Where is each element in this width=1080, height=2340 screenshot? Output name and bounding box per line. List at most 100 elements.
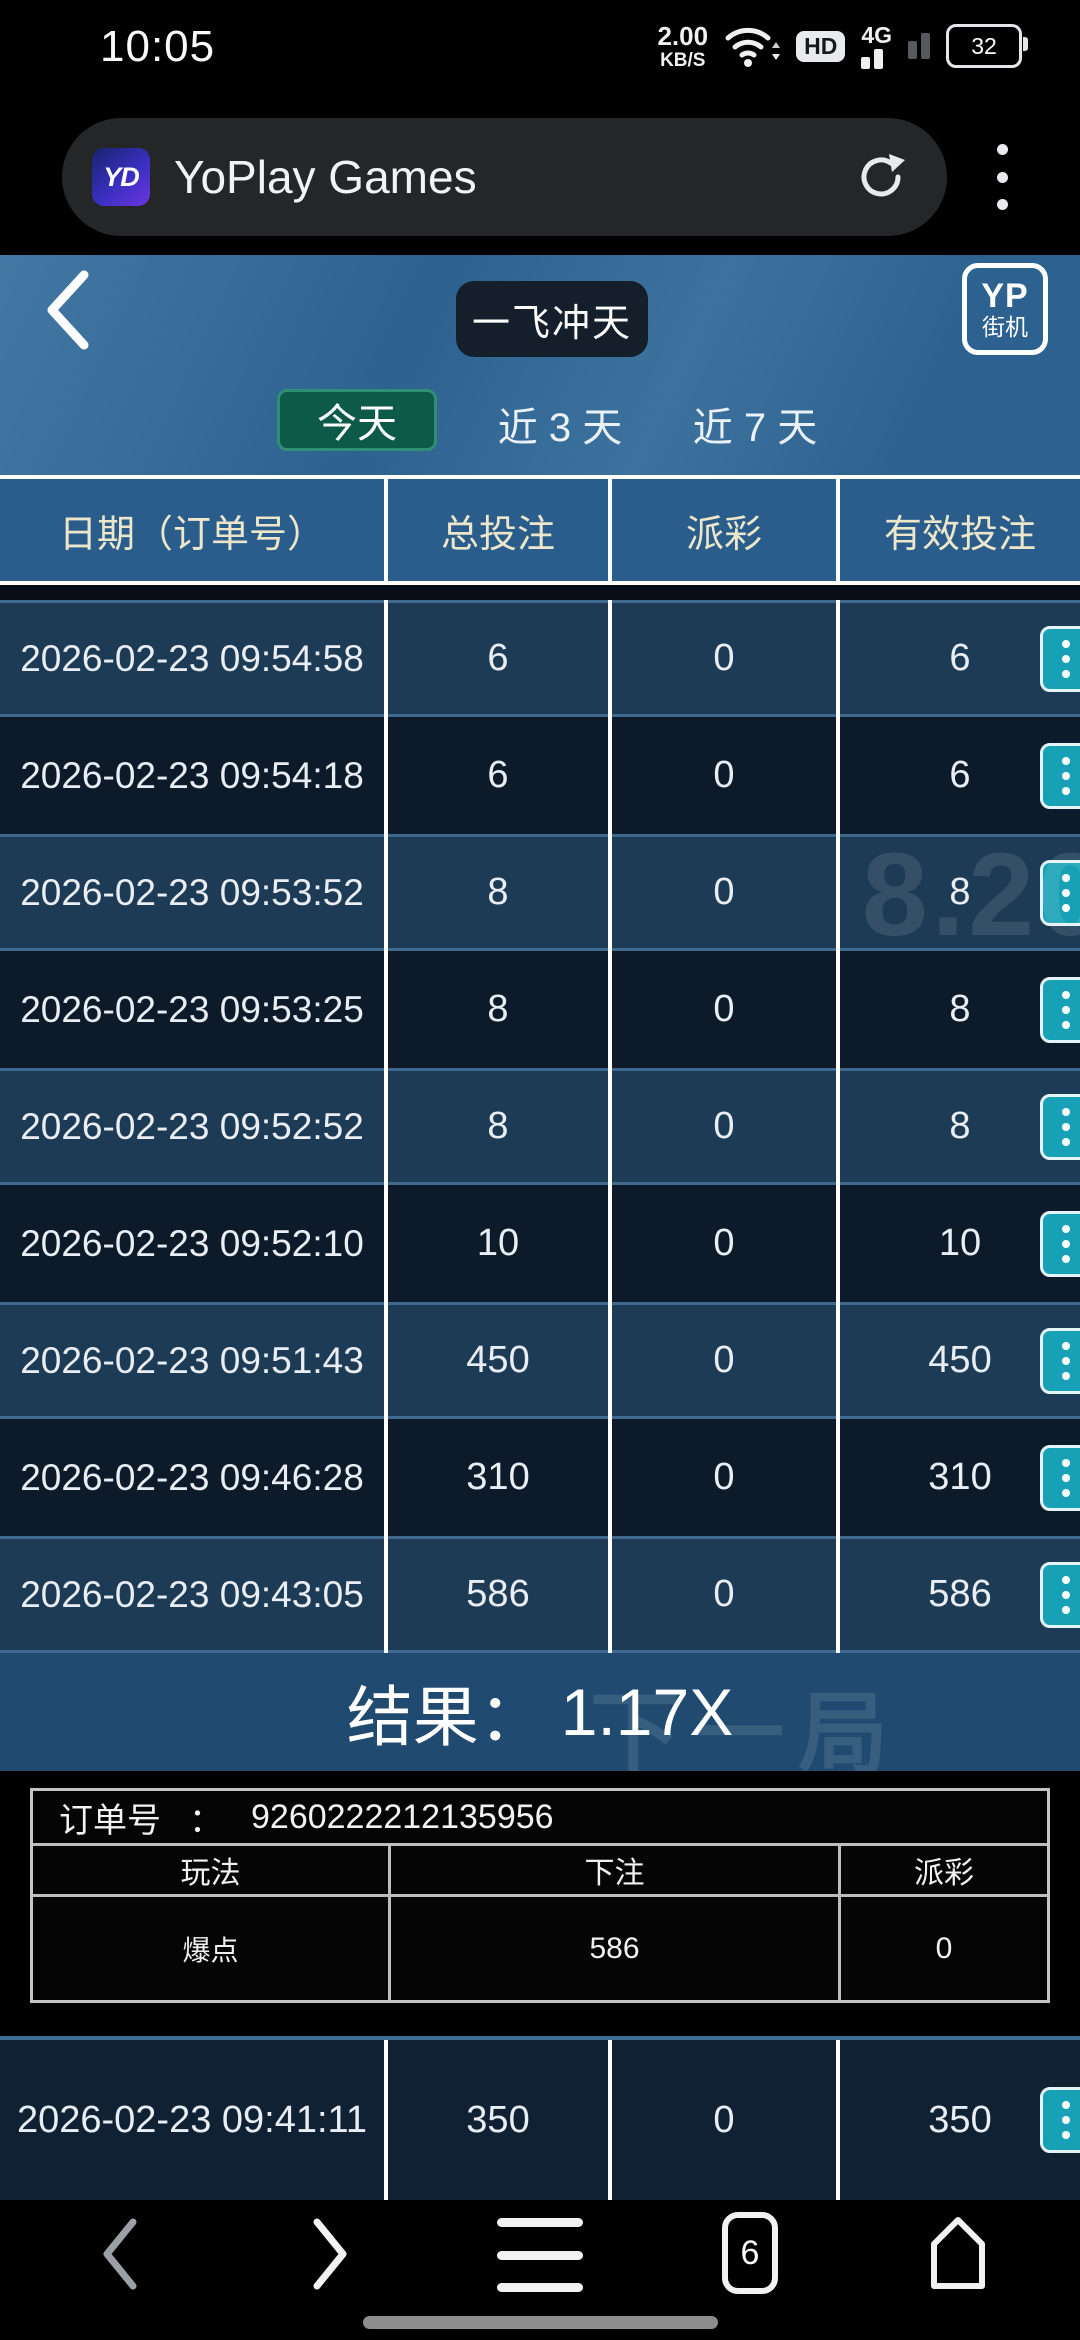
nav-menu-icon[interactable] <box>497 2218 583 2292</box>
row-actions-button[interactable] <box>1040 1561 1080 1628</box>
browser-address-bar[interactable]: YD YoPlay Games <box>62 118 947 236</box>
row-valid-bet: 6 <box>840 717 1080 834</box>
history-rows: 2026-02-23 09:54:58 6 0 6 2026-02-23 09:… <box>0 600 1080 1653</box>
row-actions-button[interactable] <box>1040 1327 1080 1394</box>
yp-arcade-logo[interactable]: YP 街机 <box>962 263 1048 355</box>
row-date: 2026-02-23 09:41:11 <box>0 2040 388 2200</box>
row-total-bet: 8 <box>388 951 612 1068</box>
table-row: 2026-02-23 09:43:05 586 0 586 <box>0 1536 1080 1653</box>
table-row: 2026-02-23 09:52:52 8 0 8 <box>0 1068 1080 1185</box>
status-time: 10:05 <box>100 22 216 71</box>
col-header-valid-bet: 有效投注 <box>883 513 1036 556</box>
page-title: YoPlay Games <box>174 151 477 203</box>
row-payout: 0 <box>612 1068 840 1185</box>
row-payout: 0 <box>612 1302 840 1419</box>
gesture-bar[interactable] <box>363 2316 718 2329</box>
row-actions-button[interactable] <box>1040 976 1080 1043</box>
table-row: 2026-02-23 09:53:52 8 0 8 <box>0 834 1080 951</box>
nav-back-icon[interactable] <box>97 2214 143 2294</box>
row-actions-button[interactable] <box>1040 2087 1080 2153</box>
cellular-signal-icon: 4G <box>861 23 892 69</box>
result-label: 结果： <box>346 1680 545 1754</box>
battery-icon: 32 <box>946 24 1028 68</box>
row-valid-bet: 8 <box>840 834 1080 951</box>
sim2-signal-icon <box>908 33 930 59</box>
browser-menu-icon[interactable] <box>986 144 1018 210</box>
row-total-bet: 310 <box>388 1419 612 1536</box>
row-payout: 0 <box>612 1185 840 1302</box>
tab-last-3-days[interactable]: 近 3 天 <box>497 406 623 450</box>
sub-col-play-type: 玩法 <box>33 1846 391 1897</box>
tab-today[interactable]: 今天 <box>277 389 437 451</box>
row-payout: 0 <box>612 1536 840 1653</box>
order-number-separator: ： <box>189 1801 223 1840</box>
order-sub-table: 玩法 下注 派彩 爆点 586 0 <box>33 1843 1047 2000</box>
row-actions-button[interactable] <box>1040 625 1080 692</box>
table-header: 日期（订单号） 总投注 派彩 有效投注 <box>0 475 1080 585</box>
order-number-line: 订单号 ： 9260222212135956 <box>33 1791 1047 1843</box>
sub-col-payout: 派彩 <box>841 1846 1047 1897</box>
sub-cell-play-type: 爆点 <box>33 1897 391 2000</box>
table-row: 2026-02-23 09:54:18 6 0 6 <box>0 717 1080 834</box>
row-payout: 0 <box>612 2040 840 2200</box>
col-header-date: 日期（订单号） <box>0 479 388 581</box>
row-payout: 0 <box>612 600 840 717</box>
col-header-total-bet: 总投注 <box>388 479 612 581</box>
row-date: 2026-02-23 09:52:10 <box>0 1185 388 1302</box>
table-row: 2026-02-23 09:51:43 450 0 450 <box>0 1302 1080 1419</box>
table-row: 2026-02-23 09:53:25 8 0 8 <box>0 951 1080 1068</box>
back-icon[interactable] <box>38 265 98 355</box>
row-date: 2026-02-23 09:46:28 <box>0 1419 388 1536</box>
row-payout: 0 <box>612 1419 840 1536</box>
row-total-bet: 350 <box>388 2040 612 2200</box>
row-actions-button[interactable] <box>1040 742 1080 809</box>
row-actions-button[interactable] <box>1040 1210 1080 1277</box>
status-icons: 2.00 KB/S HD 4G 32 <box>657 16 1028 76</box>
row-valid-bet: 310 <box>840 1419 1080 1536</box>
row-total-bet: 10 <box>388 1185 612 1302</box>
game-header: 一飞冲天 YP 街机 今天 近 3 天 近 7 天 <box>0 255 1080 475</box>
wifi-icon <box>725 27 781 67</box>
row-actions-button[interactable] <box>1040 859 1080 926</box>
nav-tab-count[interactable]: 6 <box>722 2212 778 2294</box>
row-payout: 0 <box>612 834 840 951</box>
col-header-payout: 派彩 <box>612 479 840 581</box>
row-valid-bet: 586 <box>840 1536 1080 1653</box>
row-date: 2026-02-23 09:52:52 <box>0 1068 388 1185</box>
order-number-label: 订单号 <box>59 1801 161 1840</box>
row-total-bet: 586 <box>388 1536 612 1653</box>
game-title: 一飞冲天 <box>456 281 648 357</box>
row-date: 2026-02-23 09:53:52 <box>0 834 388 951</box>
nav-forward-icon[interactable] <box>307 2214 353 2294</box>
row-total-bet: 450 <box>388 1302 612 1419</box>
row-date: 2026-02-23 09:53:25 <box>0 951 388 1068</box>
table-header-gap <box>0 585 1080 600</box>
row-actions-button[interactable] <box>1040 1444 1080 1511</box>
row-date: 2026-02-23 09:43:05 <box>0 1536 388 1653</box>
table-row: 2026-02-23 09:41:11 350 0 350 <box>0 2036 1080 2200</box>
row-actions-button[interactable] <box>1040 1093 1080 1160</box>
row-date: 2026-02-23 09:54:58 <box>0 600 388 717</box>
result-value: 1.17X <box>560 1675 734 1749</box>
row-valid-bet: 8 <box>840 1068 1080 1185</box>
sub-cell-payout: 0 <box>935 1931 953 1965</box>
sub-cell-bet: 586 <box>391 1897 841 2000</box>
nav-home-icon[interactable] <box>924 2212 992 2294</box>
sub-col-bet: 下注 <box>391 1846 841 1897</box>
table-row: 2026-02-23 09:54:58 6 0 6 <box>0 600 1080 717</box>
row-total-bet: 8 <box>388 1068 612 1185</box>
row-payout: 0 <box>612 717 840 834</box>
order-number-value: 9260222212135956 <box>251 1797 554 1836</box>
row-total-bet: 6 <box>388 717 612 834</box>
row-valid-bet: 8 <box>840 951 1080 1068</box>
table-row: 2026-02-23 09:46:28 310 0 310 <box>0 1419 1080 1536</box>
row-total-bet: 6 <box>388 600 612 717</box>
web-content: 一飞冲天 YP 街机 今天 近 3 天 近 7 天 日期（订单号） 总投注 派彩… <box>0 255 1080 1771</box>
order-detail-box: 订单号 ： 9260222212135956 玩法 下注 派彩 爆点 586 0 <box>30 1788 1050 2003</box>
table-row: 2026-02-23 09:52:10 10 0 10 <box>0 1185 1080 1302</box>
row-valid-bet: 350 <box>840 2040 1080 2200</box>
refresh-icon[interactable] <box>855 151 907 203</box>
tab-last-7-days[interactable]: 近 7 天 <box>692 406 818 450</box>
row-valid-bet: 450 <box>840 1302 1080 1419</box>
